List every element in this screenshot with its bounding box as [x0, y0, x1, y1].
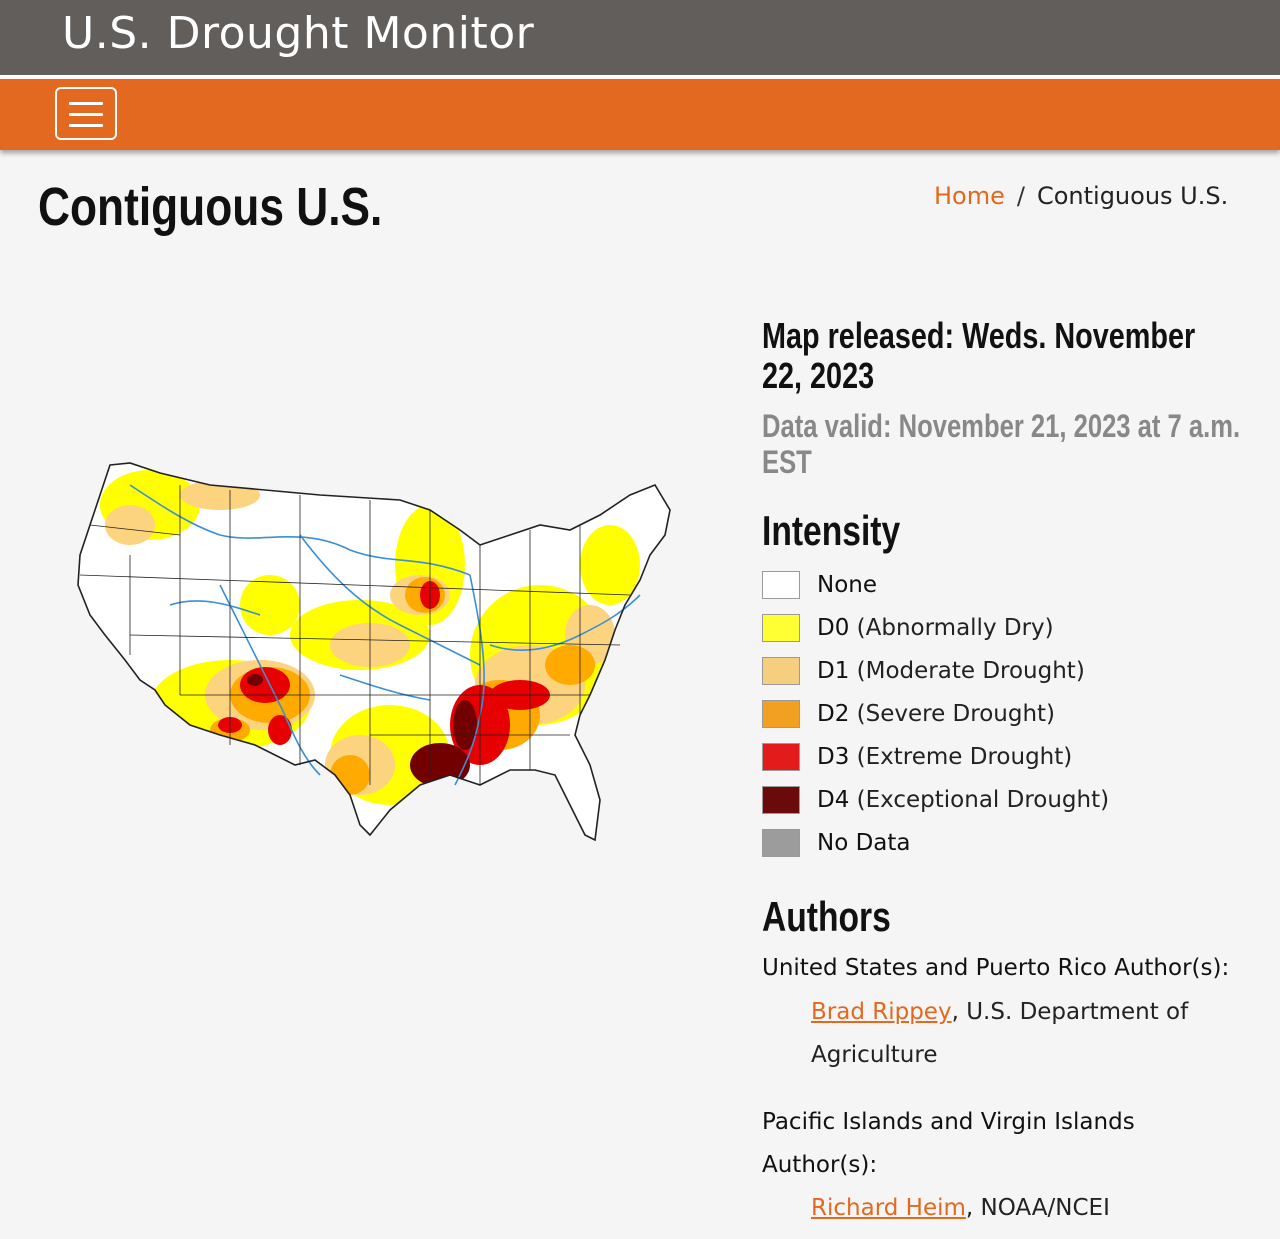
- legend-swatch: [762, 657, 800, 685]
- legend-code: D1: [817, 658, 850, 684]
- legend-swatch: [762, 614, 800, 642]
- legend-swatch: [762, 829, 800, 857]
- legend-code: D2: [817, 701, 850, 727]
- site-header: U.S. Drought Monitor: [0, 0, 1280, 75]
- legend-desc: (Extreme Drought): [856, 744, 1073, 770]
- intensity-heading: Intensity: [762, 507, 901, 554]
- drought-map[interactable]: [70, 455, 690, 855]
- menu-line: [69, 102, 103, 105]
- map-released-text: Map released: Weds. November 22, 2023: [762, 315, 1196, 396]
- legend-desc: (Exceptional Drought): [856, 787, 1110, 813]
- legend-desc: (Abnormally Dry): [856, 615, 1054, 641]
- menu-line: [69, 113, 103, 116]
- page-title: Contiguous U.S.: [38, 177, 383, 237]
- author-org: , NOAA/NCEI: [965, 1195, 1110, 1221]
- legend-swatch: [762, 571, 800, 599]
- author-link-brad-rippey[interactable]: Brad Rippey: [811, 999, 952, 1025]
- drought-map-image: [77, 462, 671, 842]
- site-title[interactable]: U.S. Drought Monitor: [62, 8, 535, 59]
- us-authors-label: United States and Puerto Rico Author(s):: [762, 955, 1230, 981]
- legend-desc: (Moderate Drought): [856, 658, 1085, 684]
- legend-swatch: [762, 700, 800, 728]
- data-valid-text: Data valid: November 21, 2023 at 7 a.m. …: [762, 408, 1241, 480]
- menu-line: [69, 124, 103, 127]
- breadcrumb-current: Contiguous U.S.: [1036, 182, 1229, 210]
- legend-code: D4: [817, 787, 850, 813]
- legend-swatch: [762, 743, 800, 771]
- legend-code: None: [817, 572, 878, 598]
- legend-swatch: [762, 786, 800, 814]
- breadcrumb-separator: /: [1016, 182, 1025, 210]
- breadcrumb: Home / Contiguous U.S.: [934, 182, 1228, 210]
- pi-author-entry: Richard Heim, NOAA/NCEI: [811, 1187, 1241, 1230]
- pi-authors-label: Pacific Islands and Virgin Islands Autho…: [762, 1109, 1135, 1178]
- legend-code: D3: [817, 744, 850, 770]
- header-divider: [0, 75, 1280, 79]
- us-author-entry: Brad Rippey, U.S. Department of Agricult…: [811, 991, 1241, 1077]
- legend-code: No Data: [817, 830, 911, 856]
- legend-code: D0: [817, 615, 850, 641]
- author-link-richard-heim[interactable]: Richard Heim: [811, 1195, 966, 1221]
- breadcrumb-home-link[interactable]: Home: [934, 182, 1005, 210]
- legend-desc: (Severe Drought): [856, 701, 1056, 727]
- author-org: , U.S. Department of Agriculture: [811, 999, 1189, 1068]
- authors-heading: Authors: [762, 893, 891, 940]
- nav-bar: [0, 79, 1280, 150]
- hamburger-menu-icon[interactable]: [55, 87, 117, 140]
